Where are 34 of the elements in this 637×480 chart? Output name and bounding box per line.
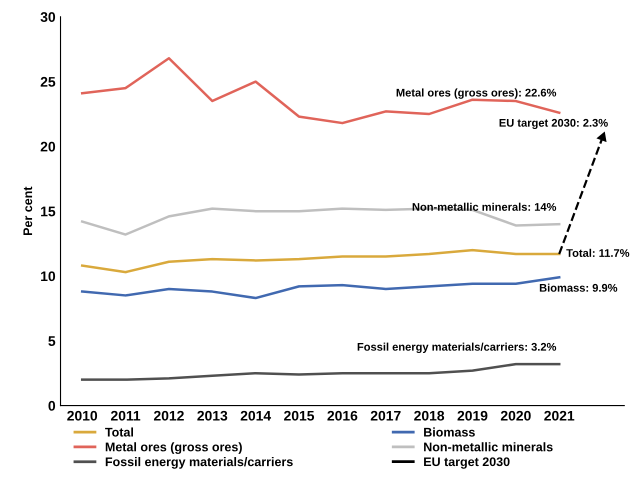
- y-tick-label: 0: [48, 400, 56, 411]
- y-tick-label: 10: [41, 271, 56, 282]
- annotation: EU target 2030: 2.3%: [500, 118, 608, 129]
- legend-label: Total: [105, 427, 133, 437]
- x-tick-label: 2013: [197, 410, 228, 421]
- y-tick-label: 25: [40, 76, 56, 87]
- legend-label: Fossil energy materials/carriers: [106, 457, 293, 469]
- x-tick-label: 2020: [500, 410, 531, 421]
- y-axis-title: Per cent: [23, 186, 32, 236]
- x-tick-label: 2012: [154, 410, 184, 421]
- annotation: Biomass: 9.9%: [540, 284, 618, 292]
- x-tick-label: 2014: [240, 410, 272, 421]
- x-tick-label: 2015: [284, 410, 314, 421]
- y-tick-label: 15: [41, 206, 56, 216]
- legend-label: EU target 2030: [424, 457, 510, 469]
- legend-label: Biomass: [424, 427, 475, 437]
- annotation: Fossil energy materials/carriers: 3.2%: [358, 342, 556, 354]
- y-tick-label: 20: [40, 142, 56, 152]
- line-series: [80, 362, 560, 381]
- annotation: Non-metallic minerals: 14%: [412, 202, 556, 211]
- x-tick-label: 2011: [110, 410, 140, 421]
- x-tick-label: 2010: [67, 410, 98, 421]
- x-tick-label: 2016: [327, 410, 358, 421]
- y-tick-label: 5: [48, 336, 56, 346]
- x-tick-label: 2017: [370, 410, 401, 421]
- legend-label: Non-metallic minerals: [424, 442, 553, 452]
- x-tick-label: 2018: [414, 410, 444, 421]
- annotation: Total: 11.7%: [566, 248, 630, 257]
- y-tick-label: 30: [40, 12, 56, 22]
- x-tick-label: 2019: [458, 410, 488, 421]
- legend-label: Metal ores (gross ores): [106, 442, 242, 454]
- annotation: Metal ores (gross ores): 22.6%: [396, 88, 556, 99]
- line-series: [80, 248, 560, 274]
- x-tick-label: 2021: [544, 410, 574, 421]
